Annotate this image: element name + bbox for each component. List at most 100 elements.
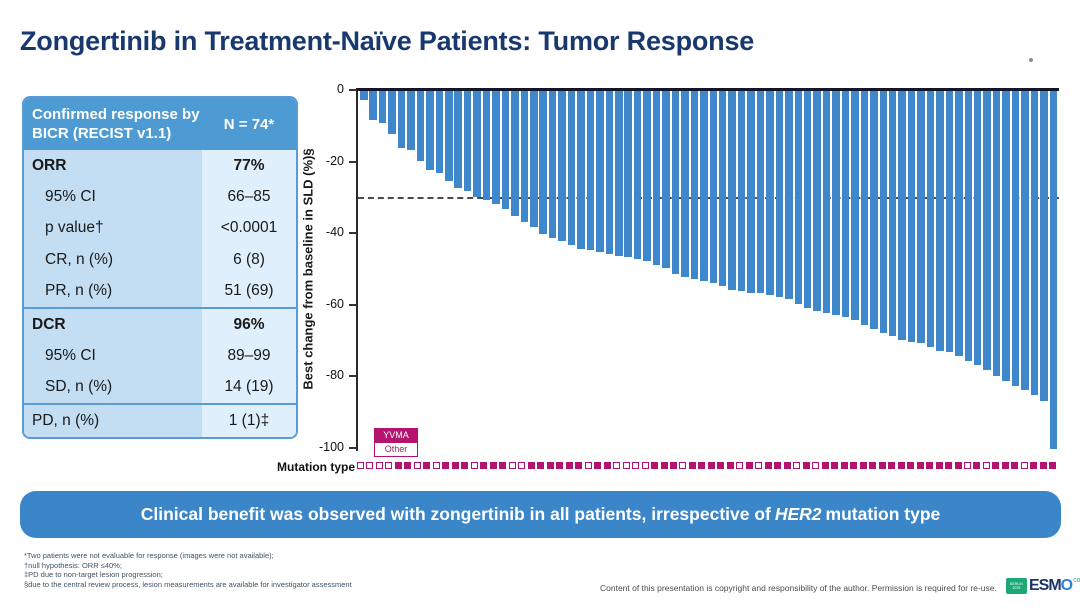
row-label: PR, n (%) xyxy=(24,275,202,307)
mutation-square xyxy=(698,462,706,469)
waterfall-bar xyxy=(671,91,680,274)
row-label: SD, n (%) xyxy=(24,371,202,404)
y-axis: 0 -20 -40 -60 -80 -100 xyxy=(300,82,356,454)
y-tick-mark xyxy=(349,160,356,163)
y-tick-mark xyxy=(349,447,356,449)
waterfall-bar xyxy=(747,91,755,294)
waterfall-bar xyxy=(870,91,878,330)
waterfall-bar xyxy=(586,91,595,251)
mutation-square xyxy=(385,462,393,469)
mutation-square xyxy=(717,462,725,469)
response-table-header: Confirmed response by BICR (RECIST v1.1)… xyxy=(24,98,296,150)
mutation-square xyxy=(603,462,611,469)
mutation-square xyxy=(736,462,744,469)
waterfall-bar xyxy=(728,91,736,290)
footnote-line: ‡PD due to non-target lesion progression… xyxy=(24,570,163,580)
waterfall-bar xyxy=(530,91,538,228)
mutation-square xyxy=(755,462,763,469)
mutation-square xyxy=(840,462,848,469)
waterfall-bar xyxy=(964,91,973,362)
mutation-square xyxy=(660,462,668,469)
footnote-line: *Two patients were not evaluable for res… xyxy=(24,551,274,560)
waterfall-bar xyxy=(435,91,444,174)
waterfall-bar xyxy=(917,91,925,344)
waterfall-bar xyxy=(1002,91,1010,381)
waterfall-bar xyxy=(1021,91,1029,390)
mutation-square xyxy=(470,462,478,469)
waterfall-bar xyxy=(511,91,519,217)
waterfall-bar xyxy=(397,91,406,149)
mutation-square xyxy=(831,462,839,469)
mutation-square xyxy=(499,462,507,469)
waterfall-bar xyxy=(926,91,935,347)
mutation-square xyxy=(594,462,602,469)
waterfall-bar xyxy=(388,91,396,134)
row-value: 96% xyxy=(202,308,296,341)
row-label: p value† xyxy=(24,212,202,245)
waterfall-bar xyxy=(643,91,651,262)
mutation-square xyxy=(357,462,364,469)
legend-other: Other xyxy=(374,443,418,457)
mutation-square xyxy=(745,462,753,469)
mutation-square xyxy=(404,462,412,469)
esmo-congress-text: congress xyxy=(1073,577,1080,584)
mutation-square xyxy=(1039,462,1047,469)
mutation-square xyxy=(565,462,573,469)
mutation-square xyxy=(812,462,820,469)
mutation-type-label: Mutation type xyxy=(277,460,355,474)
row-value: 51 (69) xyxy=(202,275,296,307)
waterfall-bar xyxy=(983,91,991,371)
waterfall-bar xyxy=(879,91,888,333)
mutation-square xyxy=(394,462,402,469)
table-header-n: N = 74* xyxy=(223,115,275,133)
waterfall-bar xyxy=(832,91,840,315)
mutation-square xyxy=(973,462,981,469)
row-value: 6 (8) xyxy=(202,244,296,276)
waterfall-bar xyxy=(463,91,472,192)
mutation-square xyxy=(451,462,459,469)
y-tick-label: -100 xyxy=(318,440,344,454)
mutation-square xyxy=(916,462,924,469)
mutation-square xyxy=(954,462,962,469)
row-value: 14 (19) xyxy=(202,371,296,404)
waterfall-bar xyxy=(813,91,821,312)
waterfall-bar xyxy=(577,91,585,249)
waterfall-bar xyxy=(860,91,869,326)
waterfall-bar xyxy=(416,91,425,161)
mutation-square xyxy=(1001,462,1009,469)
waterfall-bar xyxy=(681,91,689,278)
row-value: <0.0001 xyxy=(202,212,296,245)
mutation-square xyxy=(850,462,858,469)
waterfall-bar xyxy=(700,91,708,281)
row-label: 95% CI xyxy=(24,340,202,372)
mutation-square xyxy=(774,462,782,469)
mutation-square xyxy=(897,462,905,469)
waterfall-bar xyxy=(973,91,982,365)
mutation-square xyxy=(926,462,934,469)
waterfall-bar xyxy=(567,91,576,245)
table-row: PD, n (%) 1 (1)‡ xyxy=(24,403,296,437)
mutation-square xyxy=(707,462,715,469)
mutation-square xyxy=(982,462,990,469)
waterfall-bar xyxy=(596,91,604,253)
mutation-square xyxy=(688,462,696,469)
mutation-square xyxy=(783,462,791,469)
esmo-berlin-box: BERLIN 2025 xyxy=(1006,578,1027,594)
mutation-square xyxy=(622,462,630,469)
mutation-square xyxy=(508,462,516,469)
waterfall-bar xyxy=(803,91,812,308)
table-row: CR, n (%) 6 (8) xyxy=(24,244,296,276)
mutation-square xyxy=(556,462,564,469)
mutation-square xyxy=(888,462,896,469)
mutation-square xyxy=(793,462,801,469)
page-title: Zongertinib in Treatment-Naïve Patients:… xyxy=(20,26,755,56)
mutation-square xyxy=(651,462,659,469)
waterfall-bar xyxy=(766,91,774,296)
minus30-reference-line xyxy=(358,197,1059,200)
waterfall-bar xyxy=(473,91,481,197)
copyright-notice: Content of this presentation is copyrigh… xyxy=(600,583,997,593)
waterfall-bar xyxy=(785,91,793,299)
waterfall-bar xyxy=(501,91,510,210)
waterfall-bar xyxy=(360,91,368,100)
waterfall-bar xyxy=(1040,91,1048,401)
